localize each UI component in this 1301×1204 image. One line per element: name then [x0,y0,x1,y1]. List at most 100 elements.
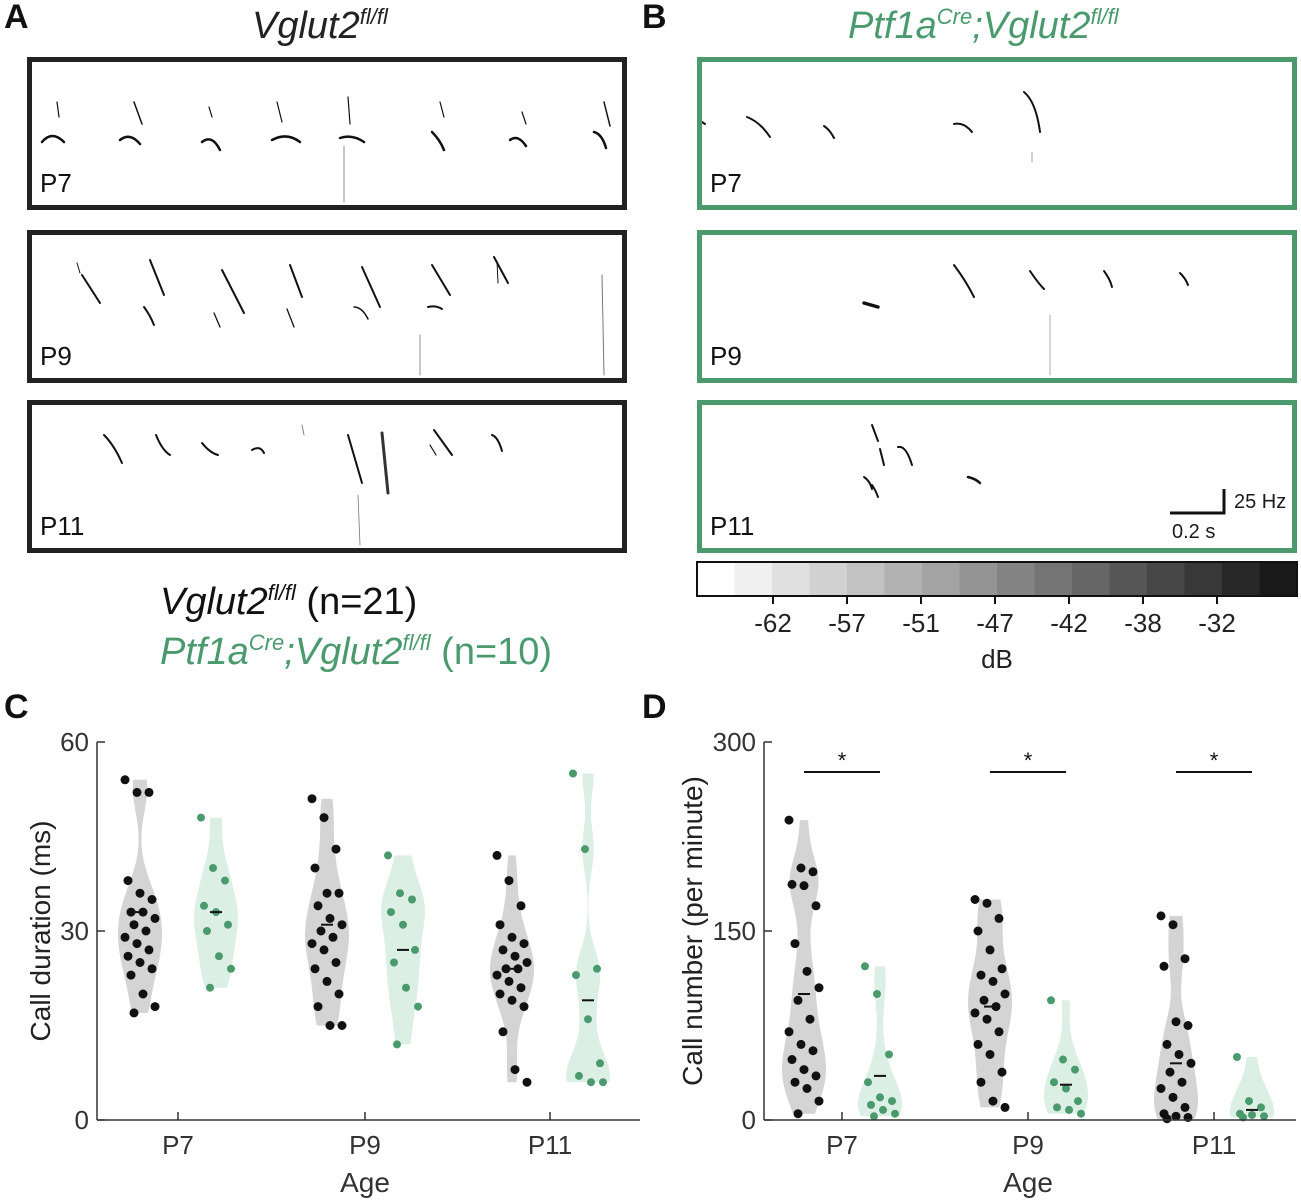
spectrogram-a-p7-traces [40,96,611,203]
data-point-ko [384,851,392,860]
colorbar-cell [1034,562,1073,596]
data-point-wt [337,920,347,930]
data-point-ko [390,958,398,967]
legend-wt: Vglut2fl/fl (n=21) [160,580,417,624]
spectrogram-b-p7: P7 [697,57,1297,210]
data-point-wt [331,844,341,854]
data-point-wt [793,1109,803,1119]
data-point-ko [1071,1065,1079,1074]
x-tick-label: P11 [528,1130,572,1160]
data-point-wt [1156,911,1166,921]
colorbar-cell [847,562,885,596]
data-point-wt [790,939,800,949]
data-point-wt [328,932,338,942]
data-point-wt [123,876,133,886]
data-point-wt [808,1046,818,1056]
data-point-ko [596,1059,604,1068]
data-point-wt [976,970,986,980]
data-point-wt [516,983,526,993]
data-point-wt [522,1077,532,1087]
data-point-wt [1156,1084,1166,1093]
x-tick-label: P7 [162,1130,194,1160]
age-label-b-p9: P9 [710,341,742,371]
data-point-wt [141,926,151,936]
data-point-wt [997,1067,1007,1077]
data-point-ko [399,920,407,929]
data-point-wt [814,1096,824,1106]
colorbar-label: dB [981,644,1013,674]
data-point-wt [510,1065,520,1075]
data-point-wt [988,1096,998,1106]
colorbar-cells [697,562,1298,596]
data-point-ko [215,952,223,961]
data-point-wt [150,913,160,923]
y-axis-label: Call number (per minute) [677,776,708,1086]
data-point-wt [519,1002,529,1012]
violin-p11-ko [566,773,610,1083]
data-point-wt [331,958,341,967]
data-point-wt [796,1039,806,1049]
panel-a-title-main: Vglut2 [252,5,360,47]
data-point-ko [197,813,205,822]
data-point-ko [227,964,235,973]
data-point-wt [802,1084,812,1093]
colorbar-cell [884,562,923,596]
data-point-ko [1248,1110,1256,1119]
colorbar-cell [1222,562,1260,596]
data-point-ko [575,1071,583,1080]
data-point-wt [796,863,806,873]
colorbar-cell [697,562,735,596]
panel-b-title-pre: Ptf1a [848,5,937,47]
data-point-wt [504,876,514,886]
data-point-wt [1171,1017,1181,1027]
violin-p9-wt [968,899,1012,1108]
data-point-wt [1174,1049,1184,1059]
data-point-wt [1171,1111,1181,1121]
data-point-ko [1245,1097,1253,1106]
legend-wt-name: Vglut2 [160,581,268,623]
data-point-wt [147,895,157,904]
data-point-wt [126,907,136,917]
y-tick-label: 150 [713,916,756,946]
data-point-ko [200,901,208,910]
colorbar-tick-label: -47 [976,608,1014,638]
data-point-ko [224,920,232,929]
data-point-wt [325,1021,335,1030]
colorbar-cell [1184,562,1223,596]
scalebar-lines [1170,489,1226,515]
data-point-wt [994,913,1004,923]
colorbar-cell [997,562,1035,596]
data-point-wt [997,964,1007,974]
data-point-ko [1077,1109,1085,1118]
spectrogram-b-p9: P9 [697,230,1297,383]
y-tick-label: 60 [60,727,89,757]
data-point-ko [572,971,580,980]
spectrogram-a-p9: P9 [27,230,627,383]
data-point-wt [973,1039,983,1049]
legend-ko-pre-sup: Cre [248,630,285,655]
data-point-wt [144,787,154,797]
data-point-wt [985,1049,995,1059]
data-point-wt [973,926,983,936]
data-point-ko [402,983,410,992]
data-point-wt [1162,1114,1172,1124]
data-point-ko [861,962,869,971]
data-point-wt [994,1027,1004,1037]
data-point-wt [1165,1067,1175,1077]
data-point-ko [864,1078,872,1087]
data-point-wt [1180,1102,1190,1112]
colorbar-ticks: -62 -57 -51 -47 -42 -38 -32 [754,596,1236,638]
data-point-wt [970,895,980,904]
data-point-ko [1257,1103,1265,1112]
data-point-wt [970,1008,980,1018]
data-point-wt [334,888,344,898]
data-point-wt [135,958,145,967]
colorbar-cell [1259,562,1298,596]
panel-letter-a: A [4,0,29,36]
x-axis-label: Age [340,1167,390,1198]
data-point-ko [203,927,211,935]
data-point-wt [1000,989,1010,999]
spectrogram-a-p7: P7 [27,57,627,210]
legend-ko-sup: fl/fl [402,630,431,655]
y-tick-label: 300 [713,727,756,757]
